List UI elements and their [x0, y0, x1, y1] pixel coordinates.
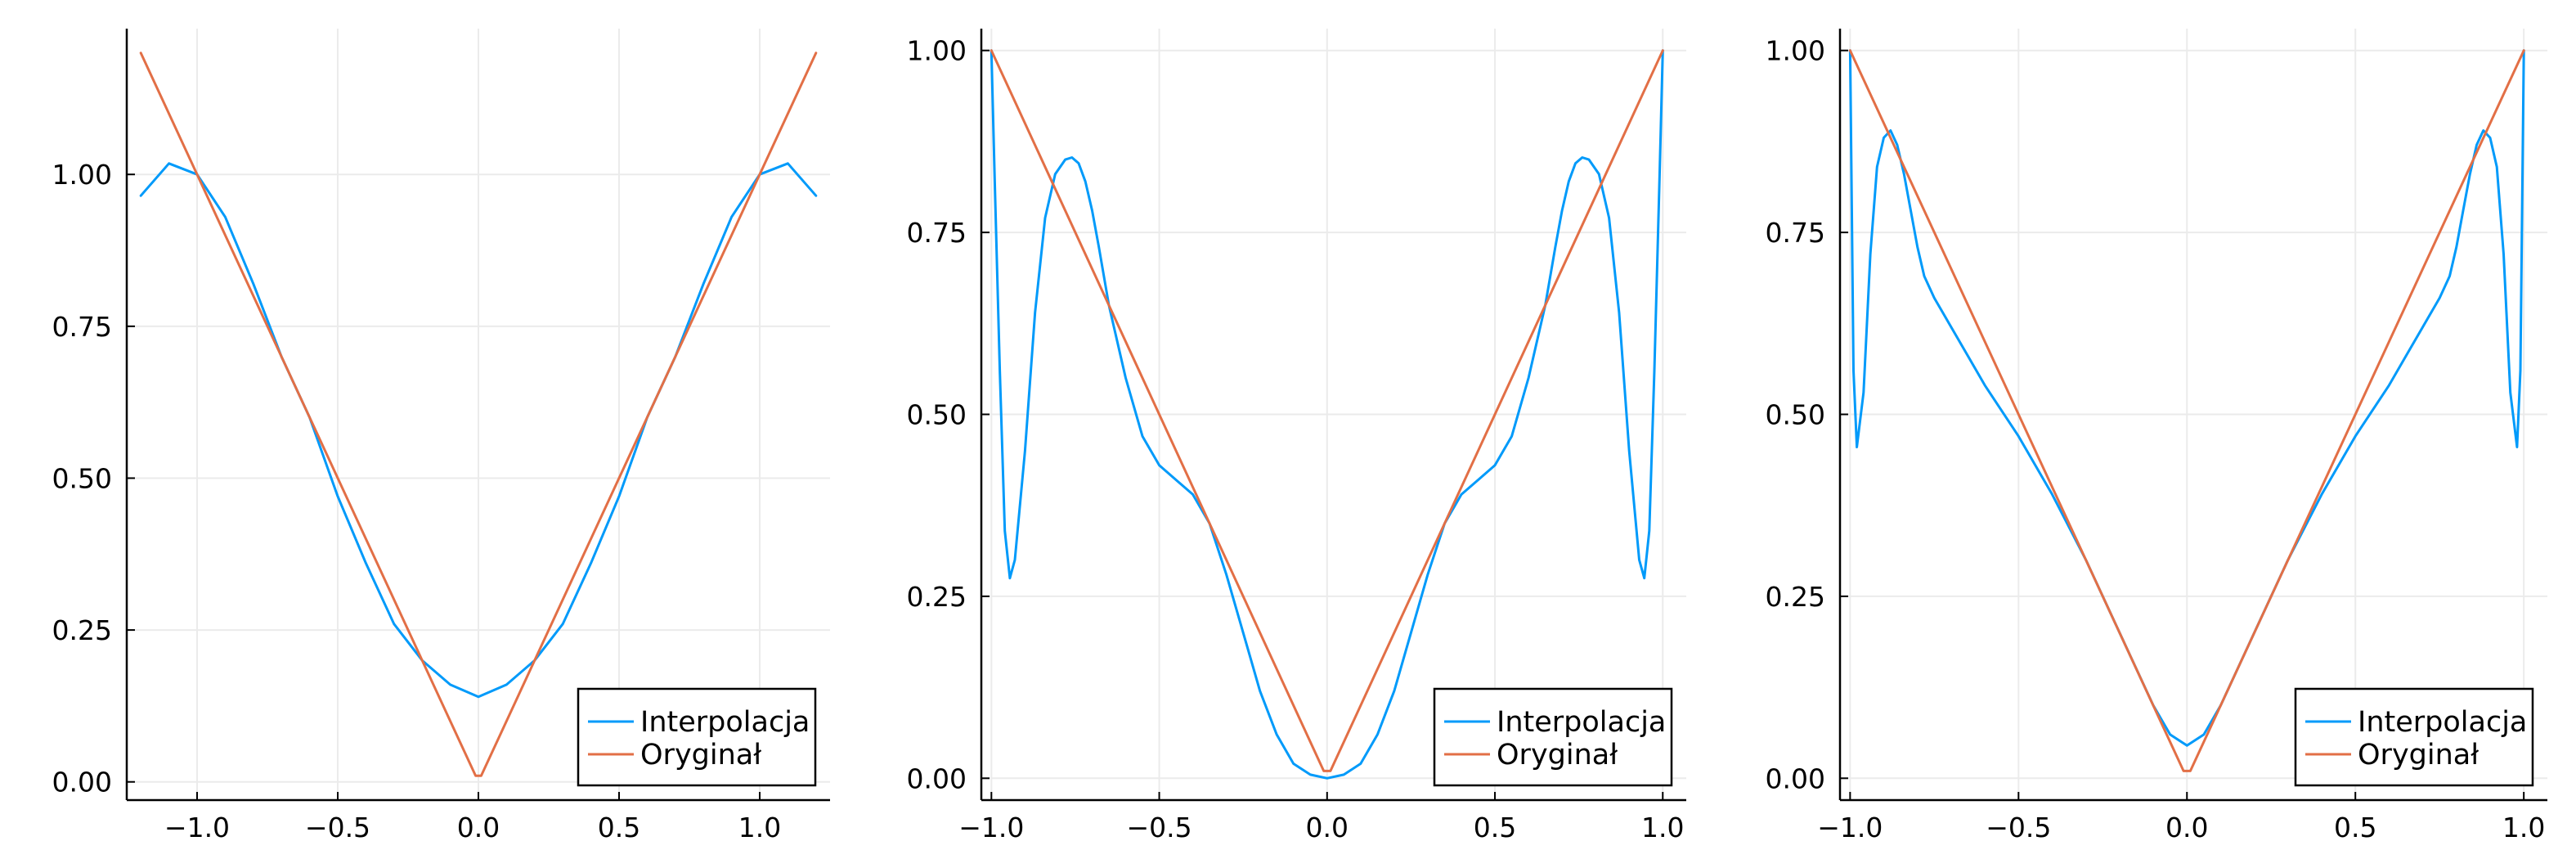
x-tick-label-3-0: −1.0 [1817, 812, 1883, 843]
y-tick-label-2-3: 0.75 [907, 217, 967, 249]
y-tick-label-3-4: 1.00 [1766, 35, 1825, 67]
y-tick-label-1-3: 0.75 [52, 311, 112, 343]
x-tick-label-3-2: 0.0 [2165, 812, 2208, 843]
y-tick-label-1-4: 1.00 [52, 159, 112, 191]
interpolation-line-3 [1848, 49, 2525, 747]
interpolation-line-1 [139, 162, 818, 699]
y-tick-label-2-0: 0.00 [907, 762, 967, 794]
x-tick-label-2-3: 0.5 [1474, 812, 1516, 843]
interpolation-line-2 [990, 49, 1664, 780]
x-tick-label-2-1: −0.5 [1126, 812, 1192, 843]
legend-label-original-2: Oryginał [1497, 739, 1618, 771]
x-tick-label-2-2: 0.0 [1306, 812, 1349, 843]
legend-label-original-3: Oryginał [2358, 739, 2479, 771]
y-tick-label-3-1: 0.25 [1766, 581, 1825, 613]
subplot-1: −1.0 −0.5 0.0 0.5 1.0 0.00 0.25 0.50 0.75 1.00 Int… [52, 29, 830, 843]
original-line-1 [139, 52, 818, 777]
y-tick-label-1-1: 0.25 [52, 614, 112, 646]
legend-label-interpolation-3: Interpolacja [2358, 706, 2527, 739]
legend-label-interpolation-1: Interpolacja [640, 706, 810, 739]
x-tick-label-1-4: 1.0 [738, 812, 781, 843]
x-tick-label-1-3: 0.5 [598, 812, 640, 843]
y-tick-label-3-3: 0.75 [1766, 217, 1825, 249]
y-tick-label-2-4: 1.00 [907, 35, 967, 67]
x-tick-label-3-3: 0.5 [2334, 812, 2376, 843]
original-line-3 [1848, 49, 2525, 772]
x-tick-label-1-2: 0.0 [457, 812, 500, 843]
subplot-2: −1.0 −0.5 0.0 0.5 1.0 0.00 0.25 0.50 0.75 1.00 Int… [907, 29, 1686, 843]
y-tick-label-3-0: 0.00 [1766, 762, 1825, 794]
x-tick-label-1-0: −1.0 [164, 812, 230, 843]
subplot-3: −1.0 −0.5 0.0 0.5 1.0 0.00 0.25 0.50 0.75 1.00 Int… [1766, 29, 2547, 843]
legend-label-interpolation-2: Interpolacja [1497, 706, 1666, 739]
x-tick-label-1-1: −0.5 [305, 812, 370, 843]
legend-box-1 [577, 687, 817, 787]
legend-box-2 [1433, 687, 1673, 787]
y-tick-label-3-2: 0.50 [1766, 399, 1825, 431]
y-tick-label-1-0: 0.00 [52, 767, 112, 798]
legend-label-original-1: Oryginał [640, 739, 761, 771]
x-tick-label-3-4: 1.0 [2502, 812, 2545, 843]
y-tick-label-2-1: 0.25 [907, 581, 967, 613]
y-tick-label-1-2: 0.50 [52, 462, 112, 494]
x-tick-label-2-4: 1.0 [1641, 812, 1684, 843]
legend-box-3 [2294, 687, 2534, 787]
x-tick-label-3-1: −0.5 [1986, 812, 2051, 843]
original-line-2 [990, 49, 1664, 772]
x-tick-label-2-0: −1.0 [958, 812, 1024, 843]
y-tick-label-2-2: 0.50 [907, 399, 967, 431]
